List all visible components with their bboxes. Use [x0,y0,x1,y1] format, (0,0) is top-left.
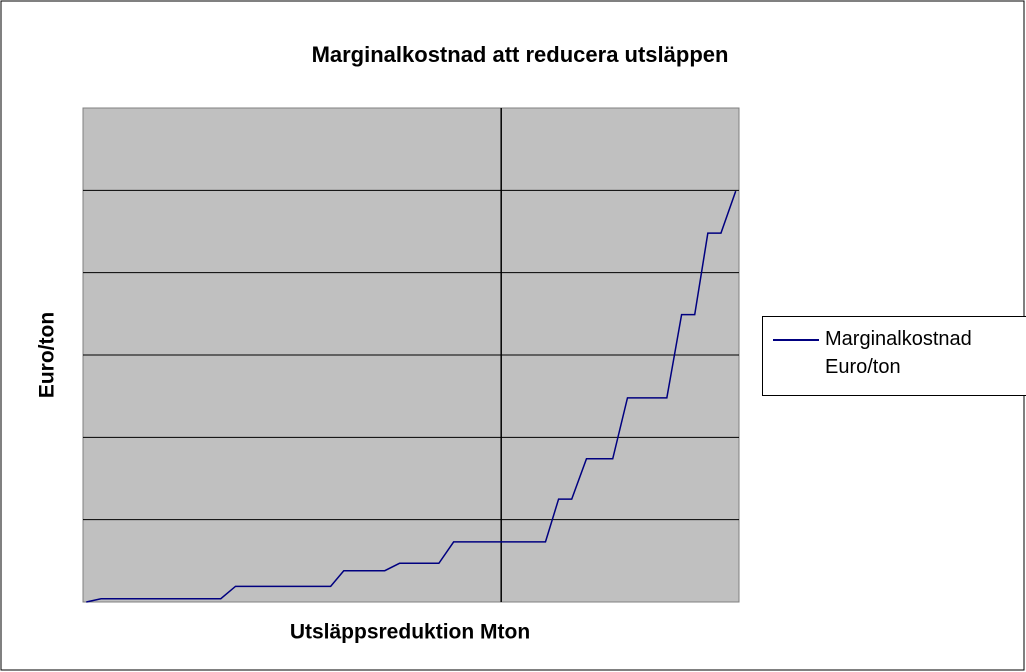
y-axis-label: Euro/ton [36,312,59,398]
legend: Marginalkostnad Euro/ton [762,316,1026,396]
x-axis-label: Utsläppsreduktion Mton [290,621,530,644]
chart-title: Marginalkostnad att reducera utsläppen [312,42,729,67]
legend-label: Marginalkostnad Euro/ton [825,328,972,378]
legend-swatch [773,339,819,341]
data-line [86,190,737,603]
